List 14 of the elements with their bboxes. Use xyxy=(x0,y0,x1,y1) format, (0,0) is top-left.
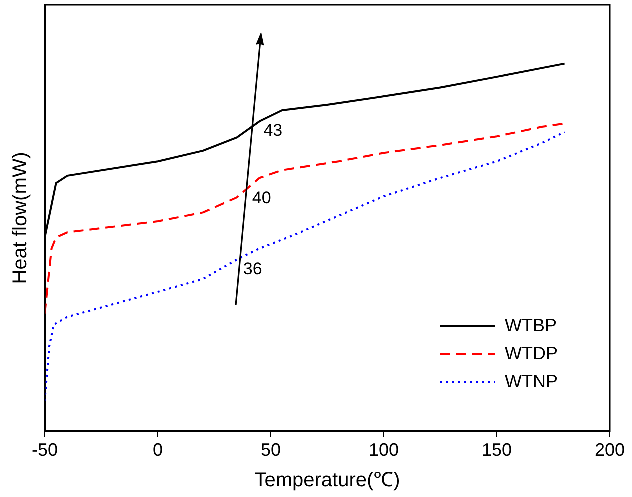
legend-label: WTBP xyxy=(505,315,557,336)
x-tick-label: 200 xyxy=(594,440,626,460)
x-tick-label: -50 xyxy=(32,440,58,460)
x-tick-label: 150 xyxy=(482,440,512,460)
x-tick-label: 0 xyxy=(152,440,164,460)
annotation: 36 xyxy=(243,259,262,278)
y-axis-title: Heat flow(mW) xyxy=(10,152,32,284)
legend-label: WTNP xyxy=(505,371,558,392)
x-tick-label: 50 xyxy=(260,440,282,460)
annotation: 40 xyxy=(252,188,272,208)
legend-label: WTDP xyxy=(505,343,558,364)
x-axis-title: Temperature(℃) xyxy=(254,470,400,492)
x-tick-label: 100 xyxy=(368,440,400,460)
annotation: 43 xyxy=(264,121,283,140)
